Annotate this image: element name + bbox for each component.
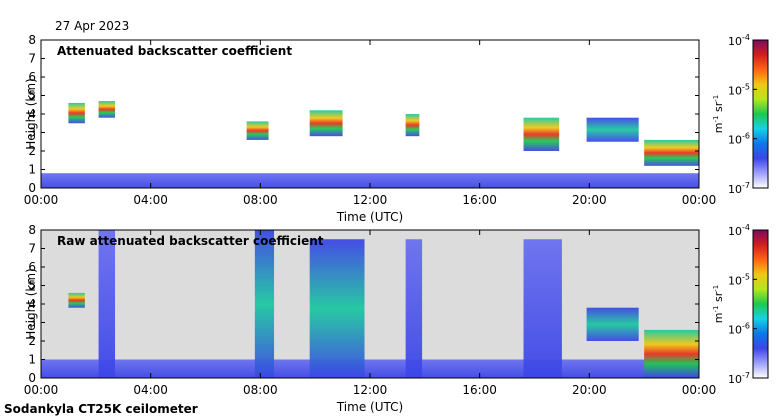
y-tick-label: 3 [28,126,36,140]
y-tick-label: 1 [28,163,36,177]
y-tick-label: 5 [28,279,36,293]
y-axis-label: Height (km) [24,78,38,149]
data-feature [254,230,275,378]
data-feature [405,114,420,137]
colorbar: 10-4 10-5 10-6 10-7 m-1 sr-1 [712,33,769,196]
x-axis-label: Time (UTC) [336,210,403,224]
colorbar-gradient [752,39,769,189]
colorbar-tick-label: 10-4 [728,33,750,48]
data-feature [644,329,699,378]
y-tick-label: 6 [28,70,36,84]
y-tick-label: 7 [28,242,36,256]
x-tick-label: 04:00 [133,193,168,207]
heatmap-panel-1: Attenuated backscatter coefficient 0 1 2 3 4 5… [24,33,769,224]
data-feature [246,121,269,140]
data-feature [523,239,562,378]
x-tick-label: 20:00 [572,193,607,207]
y-tick-label: 5 [28,89,36,103]
data-feature [41,173,699,188]
instrument-label: Sodankyla CT25K ceilometer [4,402,198,416]
date-label: 27 Apr 2023 [55,19,130,33]
x-tick-label: 08:00 [243,193,278,207]
y-tick-label: 2 [28,144,36,158]
y-tick-label: 3 [28,316,36,330]
x-tick-label: 20:00 [572,383,607,397]
colorbar: 10-4 10-5 10-6 10-7 m-1 sr-1 [712,223,769,386]
x-tick-label: 12:00 [353,193,388,207]
x-tick-label: 12:00 [353,383,388,397]
y-tick-label: 4 [28,107,36,121]
y-tick-label: 4 [28,297,36,311]
y-tick-label: 2 [28,334,36,348]
y-axis-label: Height (km) [24,268,38,339]
data-feature [586,117,639,142]
x-tick-label: 00:00 [24,193,59,207]
data-feature [98,230,116,378]
colorbar-tick-label: 10-7 [728,371,750,386]
colorbar-unit-label: m-1 sr-1 [712,95,725,133]
colorbar-tick-label: 10-5 [728,82,750,97]
panel-title: Attenuated backscatter coefficient [57,44,292,58]
data-feature [68,292,85,308]
y-tick-label: 0 [28,371,36,385]
x-tick-label: 04:00 [133,383,168,397]
y-tick-label: 6 [28,260,36,274]
colorbar-tick-label: 10-5 [728,272,750,287]
data-feature [586,307,639,341]
x-tick-label: 00:00 [682,193,717,207]
colorbar-tick-label: 10-6 [728,132,750,147]
data-feature [309,110,343,137]
y-tick-label: 0 [28,181,36,195]
plot-area [41,40,699,188]
x-tick-label: 00:00 [682,383,717,397]
y-tick-label: 8 [28,33,36,47]
panel-title: Raw attenuated backscatter coefficient [57,234,324,248]
y-tick-label: 1 [28,353,36,367]
data-feature [644,139,699,166]
x-tick-label: 16:00 [462,193,497,207]
x-axis-label: Time (UTC) [336,400,403,414]
x-tick-label: 16:00 [462,383,497,397]
data-feature [523,117,560,151]
heatmap-panel-2: Raw attenuated backscatter coefficient 0 1… [24,223,769,414]
colorbar-tick-label: 10-7 [728,181,750,196]
colorbar-unit-label: m-1 sr-1 [712,285,725,323]
x-tick-label: 08:00 [243,383,278,397]
colorbar-tick-label: 10-4 [728,223,750,238]
colorbar-gradient [752,229,769,379]
x-tick-label: 00:00 [24,383,59,397]
data-feature [41,230,699,378]
data-feature [309,239,365,378]
data-feature [68,102,85,124]
data-feature [98,101,116,118]
data-feature [405,239,423,378]
colorbar-tick-label: 10-6 [728,322,750,337]
y-tick-label: 8 [28,223,36,237]
y-tick-label: 7 [28,52,36,66]
